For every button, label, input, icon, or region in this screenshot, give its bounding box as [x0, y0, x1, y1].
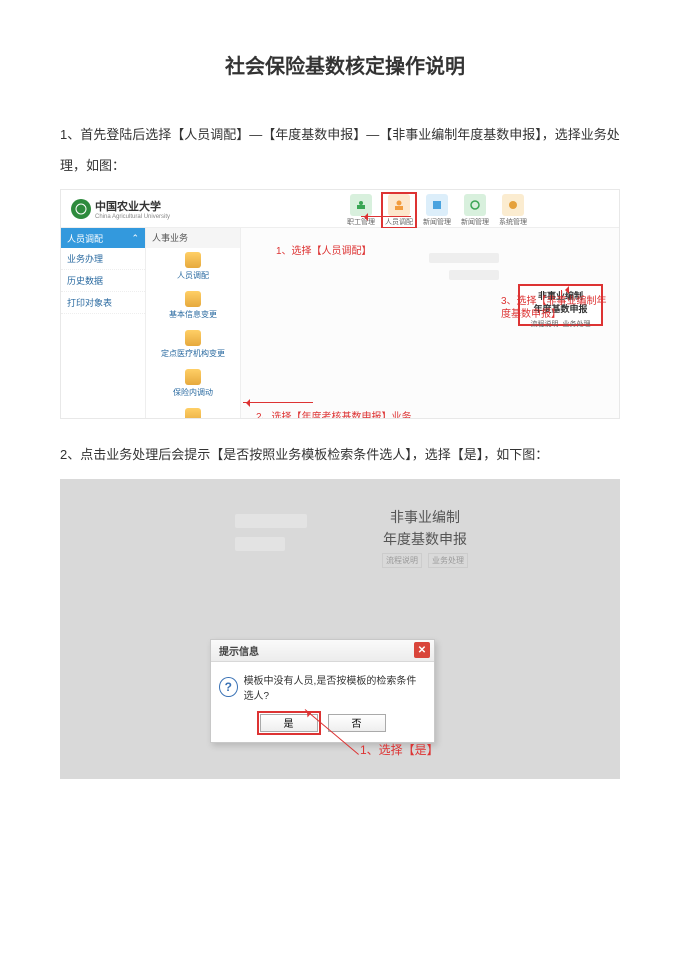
no-button[interactable]: 否: [328, 714, 386, 732]
top-nav: 职工管理 人员调配 新闻管理 新闻管理 系统管理: [345, 194, 529, 227]
topnav-item-3[interactable]: 新闻管理: [459, 194, 491, 227]
screenshot-2: 非事业编制 年度基数申报 流程说明 业务处理 提示信息 ✕ ? 模板中没有人员,…: [60, 479, 620, 779]
close-icon[interactable]: ✕: [414, 642, 430, 658]
note-yes: 1、选择【是】: [360, 741, 439, 758]
mid-header: 人事业务: [146, 228, 240, 248]
clock-icon: [464, 194, 486, 216]
mid-item-0[interactable]: 人员调配: [146, 248, 240, 287]
yes-button[interactable]: 是: [260, 714, 318, 732]
topnav-item-2[interactable]: 新闻管理: [421, 194, 453, 227]
topnav-item-1[interactable]: 人员调配: [383, 194, 415, 227]
arrow-1: [361, 216, 411, 217]
mid-item-1[interactable]: 基本信息变更: [146, 287, 240, 326]
question-icon: ?: [219, 677, 238, 697]
topnav-item-0[interactable]: 职工管理: [345, 194, 377, 227]
logo-text-en: China Agricultural University: [95, 214, 170, 220]
card-2: 非事业编制 年度基数申报 流程说明 业务处理: [360, 501, 490, 565]
step1-text: 1、首先登陆后选择【人员调配】—【年度基数申报】—【非事业编制年度基数申报】，选…: [60, 119, 630, 181]
card2-title1: 非事业编制: [360, 507, 490, 527]
logo: 中国农业大学 China Agricultural University: [71, 198, 170, 220]
card2-title2: 年度基数申报: [360, 529, 490, 549]
arrow-2: [243, 402, 313, 403]
news-icon: [426, 194, 448, 216]
note-3: 3、选择【非事业编制年度基数申报】: [501, 295, 611, 321]
left-sidebar: 人员调配 ⌃ 业务办理 历史数据 打印对象表: [61, 228, 146, 418]
module-icon: [185, 291, 201, 307]
module-icon: [185, 330, 201, 346]
app-header: 中国农业大学 China Agricultural University 职工管…: [61, 190, 619, 228]
left-item-0[interactable]: 业务办理: [61, 248, 145, 270]
card2-btn1[interactable]: 流程说明: [382, 553, 422, 568]
logo-icon: [71, 199, 91, 219]
dialog-title: 提示信息: [219, 643, 259, 658]
dialog-header: 提示信息 ✕: [211, 640, 434, 662]
module-icon: [185, 252, 201, 268]
topnav-item-4[interactable]: 系统管理: [497, 194, 529, 227]
logo-text-cn: 中国农业大学: [95, 198, 170, 214]
page-title: 社会保险基数核定操作说明: [60, 50, 630, 79]
card2-btn2[interactable]: 业务处理: [428, 553, 468, 568]
mid-panel: 人事业务 人员调配 基本信息变更 定点医疗机构变更 保险内调动 保险校内调动 年…: [146, 228, 241, 418]
left-item-1[interactable]: 历史数据: [61, 270, 145, 292]
chevron-icon: ⌃: [131, 233, 139, 244]
module-icon: [185, 408, 201, 419]
left-sidebar-header[interactable]: 人员调配 ⌃: [61, 228, 145, 248]
dialog-message: 模板中没有人员,是否按模板的检索条件选人?: [244, 672, 426, 702]
note-1: 1、选择【人员调配】: [276, 242, 372, 257]
confirm-dialog: 提示信息 ✕ ? 模板中没有人员,是否按模板的检索条件选人? 是 否: [210, 639, 435, 743]
step2-text: 2、点击业务处理后会提示【是否按照业务模板检索条件选人】，选择【是】，如下图：: [60, 439, 630, 470]
left-item-2[interactable]: 打印对象表: [61, 292, 145, 314]
mid-item-2[interactable]: 定点医疗机构变更: [146, 326, 240, 365]
note-2: 2、选择【年度考核基数申报】业务: [256, 408, 412, 419]
person-icon: [388, 194, 410, 216]
module-icon: [185, 369, 201, 385]
mid-item-3[interactable]: 保险内调动: [146, 365, 240, 404]
screenshot-1: 中国农业大学 China Agricultural University 职工管…: [60, 189, 620, 419]
gear-icon: [502, 194, 524, 216]
arrow-3: [561, 290, 562, 295]
mid-item-4[interactable]: 保险校内调动: [146, 404, 240, 419]
